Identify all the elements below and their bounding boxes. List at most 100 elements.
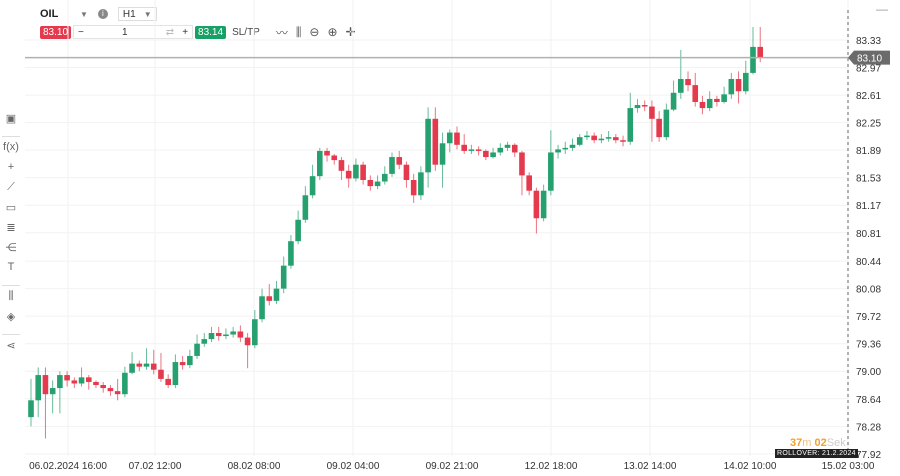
- chart-type-icon[interactable]: ▣: [5, 113, 17, 125]
- candle: [396, 150, 403, 170]
- candle-body: [678, 79, 684, 93]
- candle-body: [129, 363, 135, 373]
- x-tick-label: 14.02 10:00: [724, 461, 777, 472]
- y-tick-label: 80.81: [856, 229, 881, 240]
- candle: [576, 134, 583, 147]
- sell-button[interactable]: 83.10: [40, 25, 72, 39]
- line-tool-icon[interactable]: ⟋: [7, 181, 15, 193]
- candle-body: [201, 339, 208, 344]
- candle: [750, 26, 756, 75]
- fibonacci-tool-icon[interactable]: ≣: [6, 222, 16, 234]
- chevron-down-icon: ▼: [143, 9, 152, 19]
- info-icon[interactable]: i: [97, 9, 108, 19]
- crosshair-tool-icon[interactable]: +: [7, 161, 15, 173]
- candle-body: [548, 152, 554, 191]
- candle-body: [519, 152, 525, 176]
- candle: [735, 71, 742, 104]
- compare-icon[interactable]: ⫼: [8, 290, 14, 302]
- candle-body: [649, 106, 655, 119]
- y-tick-label: 83.33: [856, 36, 881, 47]
- candle-body: [584, 135, 590, 138]
- candle: [641, 100, 648, 112]
- x-tick-label: 09.02 21:00: [426, 461, 479, 472]
- candle: [483, 149, 489, 161]
- divider: [2, 285, 20, 286]
- zoom-out-icon[interactable]: ⊖: [309, 25, 320, 39]
- candle: [475, 146, 482, 156]
- candle-body: [345, 170, 352, 179]
- layers-icon[interactable]: ◈: [6, 311, 16, 323]
- quantity-input[interactable]: 1: [122, 26, 128, 38]
- candle-body: [511, 144, 518, 153]
- candle: [555, 144, 561, 159]
- candlestick-icon[interactable]: ⫼: [295, 24, 302, 39]
- candle: [223, 328, 229, 340]
- candle: [230, 326, 236, 338]
- candle: [454, 126, 460, 150]
- candle-body: [42, 375, 49, 395]
- candle-body: [403, 164, 410, 180]
- candle-body: [620, 140, 626, 142]
- y-tick-label: 81.17: [856, 201, 881, 212]
- sltp-button[interactable]: SL/TP: [232, 26, 260, 38]
- candle: [533, 187, 540, 234]
- x-tick-label: 07.02 12:00: [129, 461, 182, 472]
- candle: [259, 288, 265, 323]
- candle-body: [331, 155, 338, 161]
- candle: [35, 367, 42, 418]
- symbol-bar: OIL ▼ i H1 ▼: [40, 6, 157, 22]
- symbol-dropdown-icon[interactable]: ▼: [80, 9, 88, 19]
- candle: [345, 164, 352, 188]
- candle: [540, 184, 547, 222]
- indicators-icon[interactable]: f(x): [3, 141, 19, 153]
- candle-body: [627, 108, 634, 142]
- candle: [627, 92, 634, 145]
- crosshair-icon[interactable]: ✛: [345, 25, 356, 39]
- y-tick-label: 82.61: [856, 91, 881, 102]
- candle: [136, 360, 143, 372]
- candle: [187, 349, 193, 369]
- candle-body: [71, 380, 78, 384]
- candle: [519, 150, 525, 196]
- timeframe-select[interactable]: H1 ▼: [117, 7, 157, 21]
- line-chart-icon[interactable]: 〰: [275, 25, 288, 40]
- candle-body: [591, 135, 597, 141]
- share-icon[interactable]: ⋖: [6, 340, 16, 352]
- candle: [461, 134, 467, 154]
- candle-body: [396, 157, 403, 165]
- buy-button[interactable]: 83.14: [195, 25, 227, 39]
- timer-minutes: 37: [790, 437, 803, 449]
- candle-body: [490, 152, 496, 158]
- text-tool-icon[interactable]: T: [7, 261, 15, 273]
- candle-body: [194, 343, 200, 356]
- y-tick-label: 80.08: [856, 285, 881, 296]
- candle: [706, 91, 713, 112]
- candle: [360, 161, 366, 185]
- increase-button[interactable]: +: [182, 26, 189, 38]
- decrease-button[interactable]: −: [78, 26, 84, 38]
- minimize-icon[interactable]: —: [876, 2, 888, 16]
- timer-seconds: 02: [814, 437, 827, 449]
- candle: [714, 95, 720, 107]
- symbol-name[interactable]: OIL: [40, 8, 59, 20]
- swap-icon[interactable]: ⇄: [165, 26, 175, 38]
- candle-body: [114, 391, 121, 395]
- candle-body: [179, 362, 186, 366]
- candle-body: [295, 219, 301, 242]
- pitchfork-tool-icon[interactable]: ⋲: [5, 242, 17, 254]
- candle-body: [309, 176, 316, 196]
- candle: [634, 98, 641, 113]
- zoom-in-icon[interactable]: ⊕: [327, 25, 338, 39]
- candle-body: [656, 118, 662, 138]
- current-price-label: 83.10: [857, 54, 882, 65]
- rectangle-tool-icon[interactable]: ▭: [5, 202, 17, 214]
- candle-body: [259, 296, 265, 320]
- candle: [288, 235, 294, 269]
- quantity-stepper[interactable]: − 1 ⇄ +: [73, 25, 194, 39]
- candle-body: [757, 46, 764, 58]
- candle: [317, 147, 323, 180]
- y-tick-label: 79.00: [856, 367, 881, 378]
- candle: [490, 147, 496, 159]
- candle: [389, 152, 395, 177]
